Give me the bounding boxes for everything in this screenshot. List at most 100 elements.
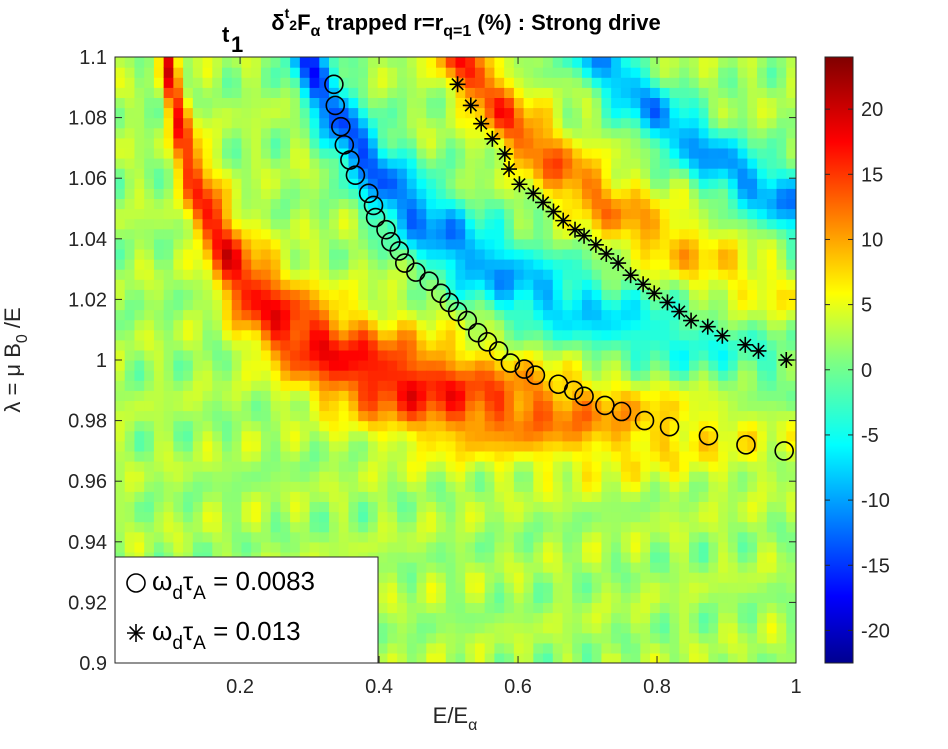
heatmap-cell bbox=[290, 319, 301, 331]
heatmap-cell bbox=[552, 440, 564, 452]
heatmap-cell bbox=[737, 309, 748, 321]
heatmap-cell bbox=[581, 541, 593, 553]
heatmap-cell bbox=[669, 602, 680, 614]
heatmap-cell bbox=[727, 592, 739, 603]
heatmap-cell bbox=[358, 117, 369, 129]
heatmap-cell bbox=[688, 208, 700, 220]
heatmap-cell bbox=[115, 430, 126, 442]
heatmap-cell bbox=[601, 410, 612, 422]
heatmap-cell bbox=[183, 450, 194, 462]
heatmap-cell bbox=[543, 77, 554, 88]
heatmap-cell bbox=[474, 572, 486, 583]
heatmap-cell bbox=[766, 107, 778, 119]
heatmap-cell bbox=[387, 158, 398, 169]
heatmap-cell bbox=[338, 77, 350, 88]
heatmap-cell bbox=[591, 228, 603, 240]
heatmap-cell bbox=[212, 521, 223, 533]
heatmap-cell bbox=[513, 309, 525, 321]
heatmap-cell bbox=[416, 501, 427, 513]
heatmap-cell bbox=[416, 612, 427, 624]
heatmap-cell bbox=[601, 339, 612, 351]
heatmap-cell bbox=[406, 198, 418, 210]
heatmap-cell bbox=[718, 228, 729, 240]
heatmap-cell bbox=[377, 440, 389, 452]
heatmap-cell bbox=[231, 481, 243, 492]
heatmap-cell bbox=[601, 501, 612, 513]
heatmap-cell bbox=[124, 491, 136, 502]
heatmap-cell bbox=[679, 360, 690, 371]
heatmap-cell bbox=[543, 289, 554, 300]
heatmap-cell bbox=[329, 259, 340, 270]
heatmap-cell bbox=[620, 319, 632, 331]
heatmap-cell bbox=[484, 582, 496, 593]
heatmap-cell bbox=[776, 562, 787, 573]
heatmap-cell bbox=[251, 390, 262, 401]
heatmap-cell bbox=[358, 319, 369, 331]
heatmap-cell bbox=[698, 218, 710, 230]
heatmap-cell bbox=[153, 339, 165, 351]
heatmap-cell bbox=[581, 622, 593, 634]
heatmap-cell bbox=[513, 501, 525, 513]
heatmap-cell bbox=[708, 127, 719, 139]
heatmap-cell bbox=[698, 319, 710, 331]
heatmap-cell bbox=[581, 370, 593, 381]
heatmap-cell bbox=[406, 471, 418, 482]
heatmap-cell bbox=[260, 400, 272, 412]
heatmap-cell bbox=[319, 168, 330, 179]
heatmap-cell bbox=[406, 592, 418, 603]
heatmap-cell bbox=[309, 440, 320, 452]
heatmap-cell bbox=[513, 168, 525, 179]
heatmap-cell bbox=[338, 269, 350, 280]
heatmap-cell bbox=[669, 299, 680, 311]
heatmap-cell bbox=[348, 461, 359, 472]
heatmap-cell bbox=[718, 168, 729, 179]
heatmap-cell bbox=[601, 430, 612, 442]
heatmap-cell bbox=[484, 511, 496, 523]
heatmap-cell bbox=[280, 248, 291, 260]
heatmap-cell bbox=[231, 289, 243, 300]
heatmap-cell bbox=[698, 127, 710, 139]
heatmap-cell bbox=[406, 238, 418, 250]
heatmap-cell bbox=[737, 461, 748, 472]
heatmap-cell bbox=[757, 329, 768, 341]
heatmap-cell bbox=[416, 602, 427, 614]
heatmap-cell bbox=[474, 622, 486, 634]
heatmap-cell bbox=[436, 450, 447, 462]
heatmap-cell bbox=[737, 329, 748, 341]
heatmap-cell bbox=[319, 541, 330, 553]
heatmap-cell bbox=[192, 491, 204, 502]
heatmap-cell bbox=[212, 259, 223, 270]
heatmap-cell bbox=[727, 269, 739, 280]
heatmap-cell bbox=[445, 269, 457, 280]
heatmap-cell bbox=[669, 279, 680, 290]
heatmap-cell bbox=[387, 97, 398, 109]
heatmap-cell bbox=[688, 390, 700, 401]
heatmap-cell bbox=[212, 390, 223, 401]
heatmap-cell bbox=[688, 572, 700, 583]
heatmap-cell bbox=[620, 440, 632, 452]
heatmap-cell bbox=[270, 67, 281, 78]
heatmap-cell bbox=[183, 117, 194, 129]
heatmap-cell bbox=[474, 632, 486, 644]
heatmap-cell bbox=[329, 178, 340, 189]
heatmap-cell bbox=[766, 642, 778, 654]
heatmap-cell bbox=[163, 127, 174, 139]
heatmap-cell bbox=[426, 461, 437, 472]
heatmap-cell bbox=[484, 339, 496, 351]
heatmap-cell bbox=[290, 329, 301, 341]
heatmap-cell bbox=[650, 107, 661, 119]
heatmap-cell bbox=[241, 178, 252, 189]
heatmap-cell bbox=[474, 158, 486, 169]
heatmap-cell bbox=[494, 430, 505, 442]
heatmap-cell bbox=[173, 188, 184, 199]
heatmap-cell bbox=[455, 400, 466, 412]
heatmap-cell bbox=[231, 420, 243, 432]
heatmap-cell bbox=[552, 158, 564, 169]
heatmap-cell bbox=[387, 642, 398, 654]
heatmap-cell bbox=[377, 370, 389, 381]
heatmap-cell bbox=[611, 218, 622, 230]
heatmap-cell bbox=[727, 491, 739, 502]
heatmap-cell bbox=[552, 461, 564, 472]
heatmap-cell bbox=[465, 208, 476, 220]
